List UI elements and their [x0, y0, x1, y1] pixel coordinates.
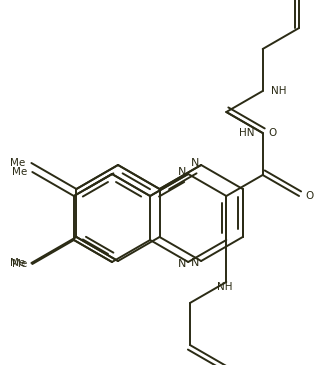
Text: Me: Me	[12, 167, 28, 177]
Text: O: O	[305, 191, 313, 201]
Text: Me: Me	[12, 259, 28, 269]
Text: N: N	[178, 167, 186, 177]
Text: Me: Me	[10, 258, 26, 268]
Text: O: O	[269, 128, 277, 138]
Text: NH: NH	[271, 86, 286, 96]
Text: N: N	[191, 258, 200, 268]
Text: HN: HN	[239, 128, 255, 138]
Text: N: N	[191, 158, 200, 168]
Text: N: N	[178, 259, 186, 269]
Text: Me: Me	[10, 158, 26, 168]
Text: NH: NH	[217, 282, 232, 292]
